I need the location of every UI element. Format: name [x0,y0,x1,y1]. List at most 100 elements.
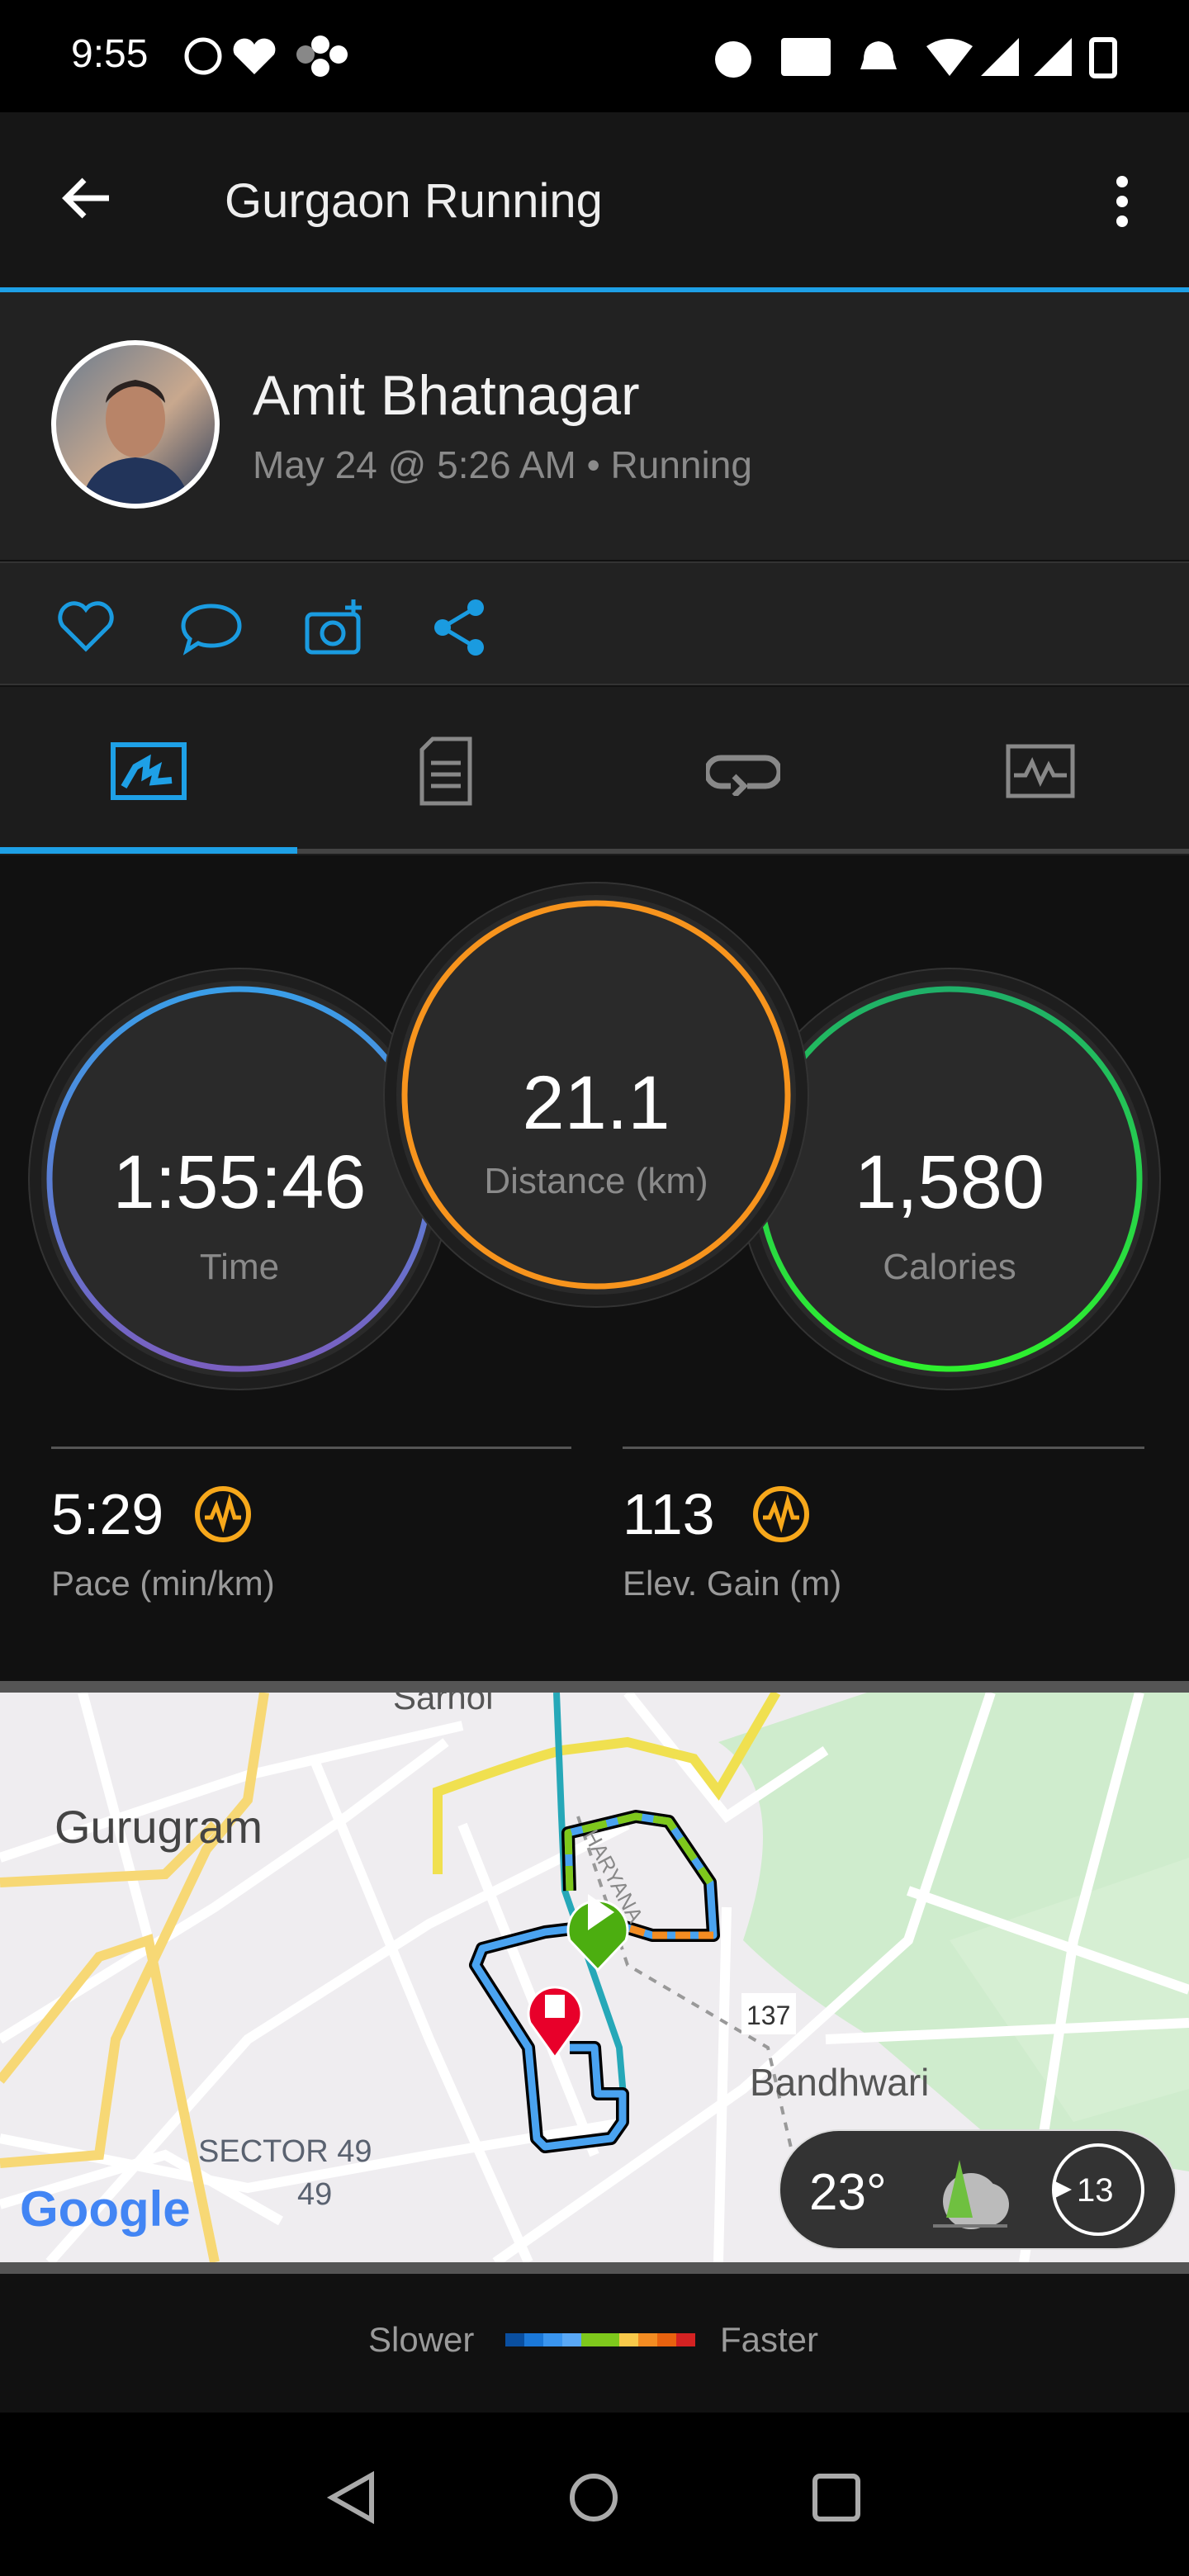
details-icon [419,736,472,806]
time-ring: 1:55:46 Time [41,981,438,1377]
stats-panel: 1:55:46 Time 1,580 Calories 21.1 Distanc… [0,855,1189,1681]
like-button[interactable] [54,596,117,659]
weather-widget: 23° 13 [779,2129,1177,2250]
distance-value: 21.1 [522,1061,670,1145]
back-button[interactable] [58,173,116,223]
finish-marker [527,1986,583,2060]
pace-label: Pace (min/km) [51,1564,275,1603]
route-map[interactable]: Sarhol Gurugram HARYANA 137 Bandhwari SE… [0,1693,1189,2262]
tab-divider [0,849,1189,854]
map-label-sarhol: Sarhol [393,1693,493,1717]
system-icons [715,37,1117,78]
status-time: 9:55 [71,32,149,76]
share-button[interactable] [428,596,490,659]
time-value: 1:55:46 [112,1140,367,1224]
tab-laps[interactable] [594,687,892,855]
map-label-sector-number: 49 [297,2177,332,2212]
time-label: Time [199,1247,280,1287]
legend-swatch [581,2333,600,2346]
alarm-icon [715,41,751,78]
legend-swatch [562,2333,581,2346]
map-label-gurugram: Gurugram [54,1801,263,1853]
share-icon [434,599,484,656]
map-bottom-border [0,2262,1189,2274]
calories-value: 1,580 [854,1140,1045,1224]
legend-swatch [543,2333,562,2346]
legend-faster: Faster [720,2320,819,2359]
tab-charts[interactable] [892,687,1189,855]
play-icon [588,1894,614,1930]
activity-tabs [0,687,1189,855]
avatar[interactable] [51,340,220,509]
charts-icon [1006,744,1075,798]
app-bar: Gurgaon Running [0,112,1189,287]
activity-subtitle: May 24 @ 5:26 AM • Running [253,443,752,486]
mute-icon [860,41,897,69]
pinwheel-icon [296,36,348,77]
activity-header: Amit Bhatnagar May 24 @ 5:26 AM • Runnin… [0,292,1189,560]
wifi-icon [926,39,973,76]
tab-details[interactable] [297,687,594,855]
legend-slower: Slower [368,2320,475,2359]
heart-icon [58,601,114,652]
back-nav-button[interactable] [325,2470,380,2525]
legend-swatch [524,2333,543,2346]
whatsapp-icon [184,37,222,75]
tab-overview[interactable] [0,687,297,855]
divider [51,1447,571,1449]
legend-swatch [676,2333,695,2346]
main-road [433,1693,781,1874]
streets [0,1693,1189,2262]
start-marker [566,1894,629,1972]
elevation-value: 113 [623,1482,715,1546]
signal-icon-2 [1034,38,1072,76]
overview-icon [111,742,187,800]
legend-color-scale [505,2333,695,2346]
elevation-pr-icon[interactable] [751,1485,811,1544]
legend-swatch [600,2333,619,2346]
weather-cloudy-icon [933,2160,1009,2229]
signal-icon [981,38,1019,76]
map-label-sector: SECTOR 49 [198,2134,372,2169]
wind-compass-icon [1052,2143,1144,2236]
laps-icon [706,755,780,796]
health-icon [233,38,276,74]
calories-label: Calories [883,1247,1016,1287]
map-top-border [0,1681,1189,1693]
legend-swatch [505,2333,524,2346]
user-name[interactable]: Amit Bhatnagar [253,364,640,427]
distance-label: Distance (km) [484,1161,708,1201]
distance-ring: 21.1 Distance (km) [396,895,796,1295]
elevation-label: Elev. Gain (m) [623,1564,842,1603]
add-photo-icon [305,599,362,655]
wind-speed: 13 [1077,2172,1114,2209]
battery-icon [1089,37,1117,78]
notification-icons [184,36,348,77]
more-options-button[interactable] [1110,173,1135,231]
volte2-icon [781,38,831,76]
recents-nav-button[interactable] [811,2472,862,2523]
comment-icon [181,604,242,656]
status-bar: 9:55 [0,0,1189,112]
add-photo-button[interactable] [304,596,367,659]
pace-pr-icon[interactable] [193,1485,253,1544]
stop-icon [545,1995,565,2018]
highways [0,1693,269,2262]
map-label-bandhwari: Bandhwari [750,2061,929,2104]
legend-swatch [638,2333,657,2346]
pace-value: 5:29 [51,1482,164,1546]
divider [623,1447,1144,1449]
accent-divider [0,287,1189,292]
action-bar [0,561,1189,685]
comment-button[interactable] [180,596,243,659]
navigation-bar [0,2413,1189,2576]
home-nav-button[interactable] [566,2470,621,2525]
route-track [469,1810,720,2153]
legend-swatch [657,2333,676,2346]
calories-ring: 1,580 Calories [751,981,1148,1377]
temperature: 23° [809,2164,887,2221]
page-title: Gurgaon Running [225,174,603,228]
pace-legend: Slower Faster [0,2274,1189,2413]
active-tab-indicator [0,847,297,854]
legend-swatch [619,2333,638,2346]
